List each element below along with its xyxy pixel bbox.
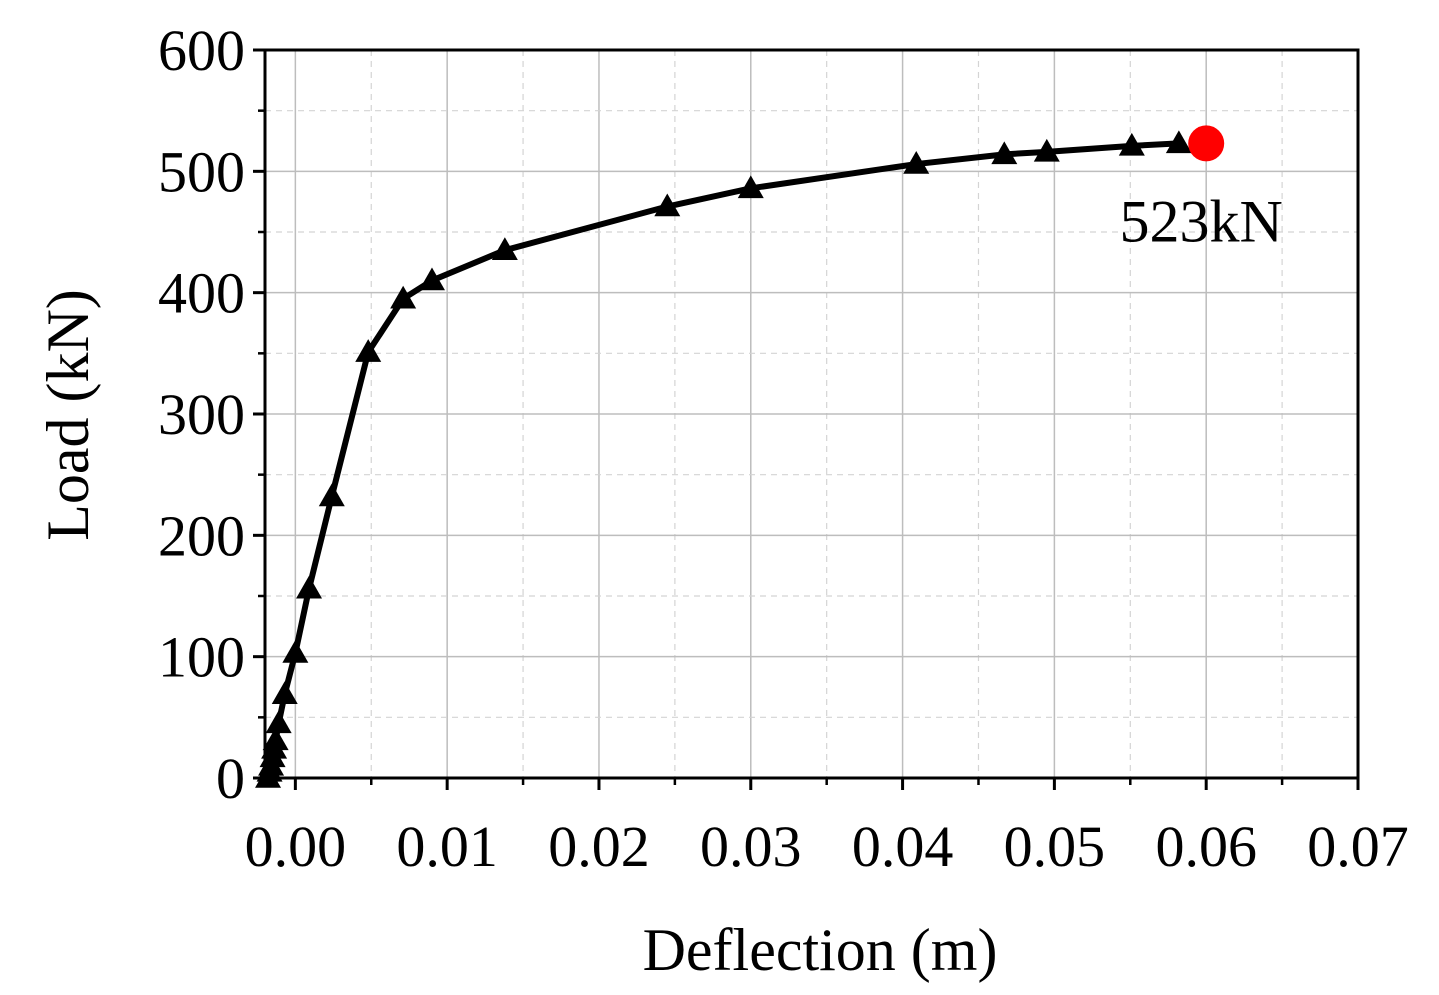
x-tick-label: 0.02 [548, 814, 650, 879]
series-layer [255, 125, 1225, 788]
triangle-marker [296, 575, 323, 599]
y-tick-label: 500 [158, 139, 245, 204]
peak-value-label: 523kN [1120, 188, 1283, 254]
triangle-marker [271, 681, 298, 705]
triangle-marker [991, 141, 1018, 165]
y-tick-label: 600 [158, 18, 245, 83]
triangle-marker [318, 483, 345, 507]
y-tick-label: 200 [158, 503, 245, 568]
y-tick-label: 400 [158, 261, 245, 326]
triangle-marker [1033, 138, 1060, 162]
triangle-marker [265, 710, 292, 734]
x-tick-label: 0.03 [700, 814, 802, 879]
ticks [253, 48, 1360, 790]
grid [265, 49, 1359, 779]
x-tick-label: 0.00 [245, 814, 347, 879]
triangle-marker [1118, 132, 1145, 156]
triangle-marker [282, 640, 309, 663]
triangle-marker [1165, 130, 1192, 154]
triangle-marker [654, 193, 681, 217]
x-tick-label: 0.06 [1155, 814, 1257, 879]
y-tick-label: 100 [158, 625, 245, 690]
x-tick-label: 0.05 [1004, 814, 1106, 879]
x-tick-label: 0.01 [396, 814, 498, 879]
x-tick-label: 0.04 [852, 814, 954, 879]
triangle-marker [903, 151, 930, 174]
x-axis-title: Deflection (m) [643, 917, 998, 983]
triangle-marker [418, 267, 445, 291]
series-line [265, 140, 1182, 781]
x-tick-label: 0.07 [1307, 814, 1409, 879]
y-axis-title: Load (kN) [35, 289, 101, 541]
peak-point [1188, 125, 1225, 162]
triangle-marker [355, 339, 382, 362]
y-tick-label: 300 [158, 382, 245, 447]
triangle-marker [390, 285, 417, 309]
triangle-marker [491, 237, 518, 260]
triangle-marker [737, 175, 764, 199]
tick-labels: 0.00 0.01 0.02 0.03 0.04 0.05 0.06 0.07 0 100 200 3… [158, 18, 1409, 879]
y-tick-label: 0 [216, 746, 245, 811]
triangle-marker [262, 727, 289, 751]
